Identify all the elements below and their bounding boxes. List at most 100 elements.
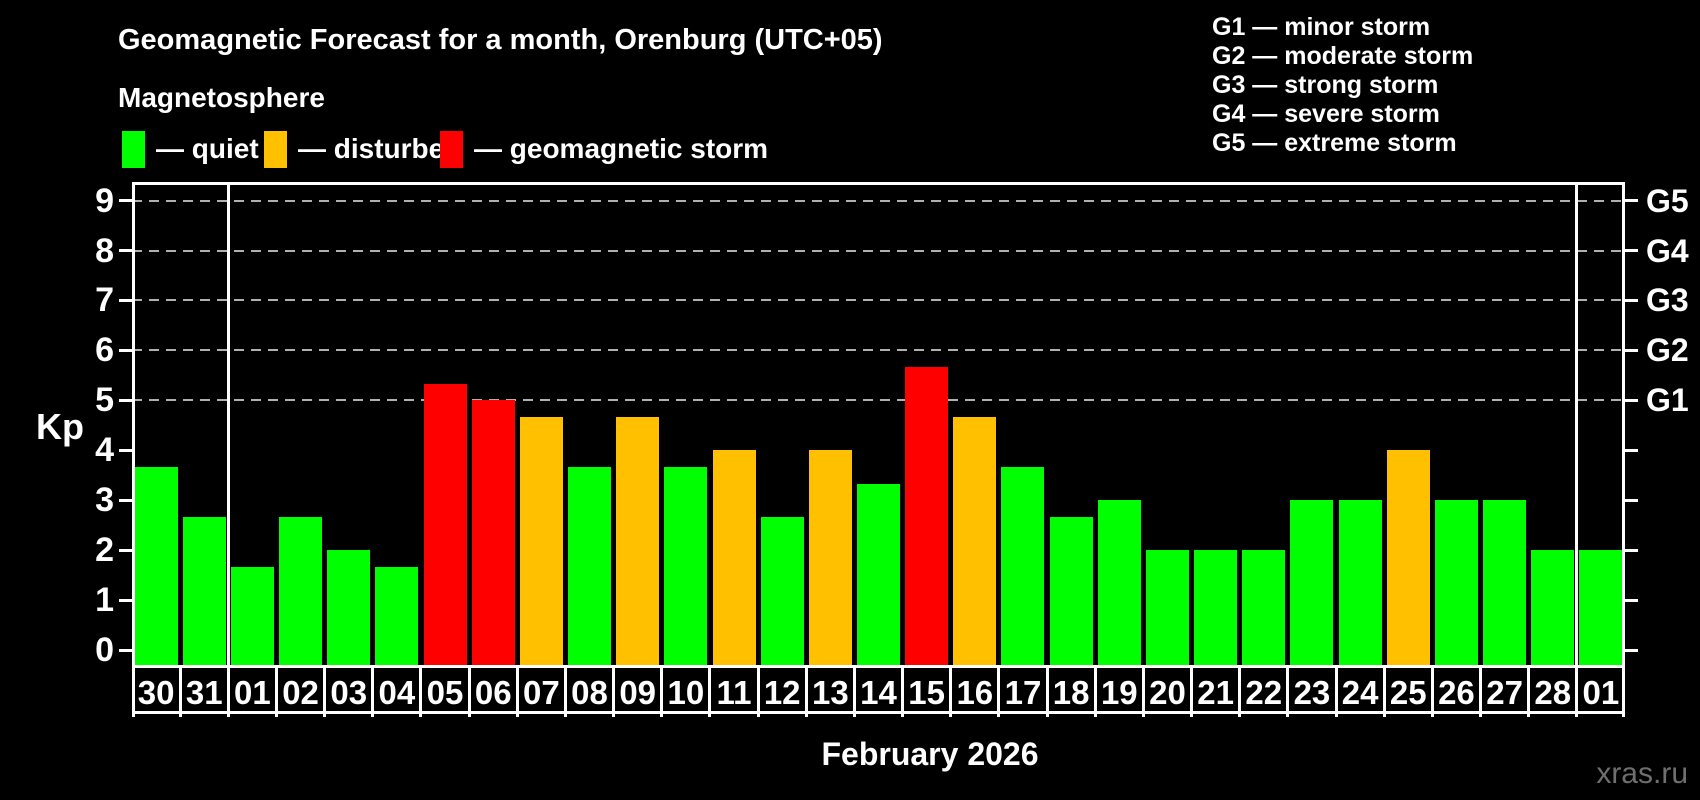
quiet-color-swatch (122, 130, 145, 168)
gridline-kp6 (132, 349, 1625, 352)
y-tick-label-3: 3 (95, 481, 114, 520)
g-level-label-g5: G5 (1646, 182, 1689, 219)
day-separator (178, 668, 182, 717)
day-separator (1093, 668, 1097, 717)
storm-scale-legend: G1 — minor storm G2 — moderate storm G3 … (1212, 13, 1473, 158)
month-separator (1575, 182, 1579, 665)
kp-bar-day-26 (1434, 500, 1478, 665)
day-separator (1286, 668, 1290, 717)
day-separator (804, 668, 808, 717)
month-separator (226, 182, 230, 665)
day-separator (467, 668, 471, 717)
day-label-24: 24 (1341, 674, 1379, 711)
left-tick-7 (119, 298, 132, 302)
kp-bar-day-14 (857, 483, 900, 665)
day-separator (1141, 668, 1145, 717)
day-label-28: 28 (1534, 674, 1572, 711)
kp-bar-day-13 (808, 450, 852, 665)
day-label-16: 16 (956, 674, 994, 711)
kp-bar-day-15 (905, 366, 949, 665)
kp-bar-day-23 (1290, 500, 1334, 665)
y-tick-label-8: 8 (95, 231, 114, 270)
right-tick-8 (1625, 249, 1638, 253)
day-separator (1190, 668, 1194, 717)
legend-label-quiet: — quiet (156, 133, 259, 164)
kp-bar-day-30 (134, 466, 178, 665)
day-separator (419, 668, 423, 717)
left-tick-2 (119, 548, 132, 552)
day-label-26: 26 (1438, 674, 1475, 711)
left-tick-9 (119, 199, 132, 203)
day-label-07: 07 (523, 674, 560, 711)
day-label-31: 31 (185, 674, 223, 711)
right-tick-4 (1625, 448, 1638, 452)
y-tick-label-2: 2 (95, 531, 114, 570)
g-level-label-g4: G4 (1646, 232, 1689, 269)
g-level-label-g1: G1 (1646, 382, 1689, 419)
right-tick-7 (1625, 298, 1638, 302)
day-label-11: 11 (716, 674, 752, 711)
day-label-12: 12 (763, 674, 801, 711)
y-tick-label-0: 0 (95, 631, 114, 669)
y-tick-label-1: 1 (95, 581, 114, 620)
x-axis-caption: February 2026 (821, 736, 1039, 772)
day-separator (323, 668, 327, 717)
legend-item-disturbed: — disturbed (264, 130, 461, 168)
g-level-label-g3: G3 (1646, 282, 1689, 319)
kp-bar-day-01 (230, 566, 274, 665)
kp-bar-day-03 (327, 550, 371, 665)
day-label-21: 21 (1197, 674, 1234, 711)
left-tick-8 (119, 249, 132, 253)
x-axis-day-band: 30 31 01 02 03 04 05 06 07 08 09 10 11 12 13 14 15 16 17 18… (132, 665, 1625, 717)
day-separator (1382, 668, 1386, 717)
kp-bar-day-19 (1097, 500, 1141, 665)
day-label-23: 23 (1293, 674, 1331, 711)
day-separator (563, 668, 567, 717)
right-tick-6 (1625, 348, 1638, 352)
day-separator (901, 668, 905, 717)
day-label-22: 22 (1245, 674, 1283, 711)
day-separator (515, 668, 519, 717)
day-separator (1527, 668, 1531, 717)
day-separator (226, 668, 230, 717)
kp-bar-day-31 (182, 516, 226, 665)
left-tick-3 (119, 498, 132, 502)
kp-bar-day-01 (1579, 550, 1623, 665)
right-tick-9 (1625, 199, 1638, 203)
day-separator (660, 668, 664, 717)
kp-bar-day-25 (1386, 450, 1430, 665)
day-label-13: 13 (811, 674, 849, 711)
day-separator (132, 668, 135, 717)
day-label-01: 01 (1582, 674, 1620, 711)
day-separator (612, 668, 616, 717)
day-label-30: 30 (137, 674, 175, 711)
legend-item-quiet: — quiet (122, 130, 259, 168)
kp-bar-day-08 (568, 466, 612, 665)
y-tick-label-9: 9 (95, 181, 114, 220)
day-separator (274, 668, 278, 717)
right-tick-1 (1625, 598, 1638, 602)
page-title: Geomagnetic Forecast for a month, Orenbu… (118, 24, 883, 56)
gridline-kp7 (132, 299, 1625, 302)
day-label-20: 20 (1149, 674, 1186, 711)
day-label-03: 03 (330, 674, 368, 711)
day-separator (756, 668, 760, 717)
plot-border (132, 182, 1625, 668)
kp-bar-day-07 (519, 416, 563, 665)
kp-bar-day-28 (1531, 550, 1575, 665)
day-label-05: 05 (426, 674, 464, 711)
day-label-09: 09 (619, 674, 657, 711)
day-label-08: 08 (571, 674, 608, 711)
day-separator (1479, 668, 1483, 717)
y-tick-label-5: 5 (95, 381, 114, 420)
gridline-kp9 (132, 199, 1625, 202)
storm-scale-line-g5: G5 — extreme storm (1212, 129, 1457, 157)
legend-item-storm: — geomagnetic storm (440, 130, 768, 168)
kp-bar-day-04 (375, 566, 419, 665)
storm-scale-line-g4: G4 — severe storm (1212, 100, 1440, 128)
left-tick-5 (119, 398, 132, 402)
day-label-02: 02 (282, 674, 319, 711)
day-separator (1575, 668, 1579, 717)
day-separator (1334, 668, 1338, 717)
